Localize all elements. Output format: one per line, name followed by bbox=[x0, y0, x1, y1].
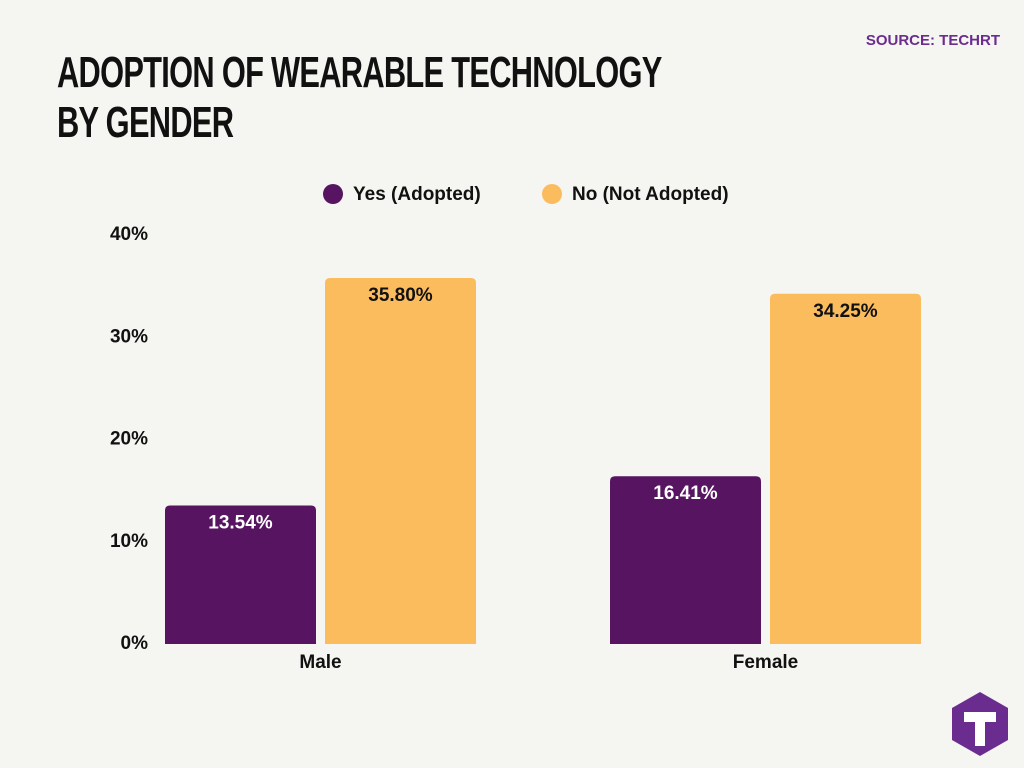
legend-swatch bbox=[542, 184, 562, 204]
value-label: 16.41% bbox=[653, 483, 718, 504]
bar bbox=[325, 277, 476, 644]
chart-title: ADOPTION OF WEARABLE TECHNOLOGY BY GENDE… bbox=[57, 48, 662, 147]
y-tick-label: 30% bbox=[110, 326, 148, 347]
logo bbox=[952, 692, 1008, 756]
y-tick-label: 40% bbox=[110, 224, 148, 245]
source: SOURCE: TECHRT bbox=[865, 32, 1000, 49]
y-tick-label: 20% bbox=[110, 429, 148, 450]
x-tick-label: Male bbox=[299, 652, 341, 673]
bar bbox=[610, 476, 761, 644]
value-label: 34.25% bbox=[813, 301, 878, 322]
bar bbox=[165, 505, 316, 644]
y-tick-label: 0% bbox=[121, 633, 149, 654]
logo-letter bbox=[964, 712, 996, 746]
value-label: 35.80% bbox=[368, 285, 433, 306]
legend-label: Yes (Adopted) bbox=[353, 184, 481, 205]
legend-label: No (Not Adopted) bbox=[572, 184, 729, 205]
bar bbox=[770, 293, 921, 644]
value-label: 13.54% bbox=[208, 513, 273, 534]
legend-swatch bbox=[323, 184, 343, 204]
y-tick-label: 10% bbox=[110, 531, 148, 552]
x-tick-label: Female bbox=[733, 652, 798, 673]
